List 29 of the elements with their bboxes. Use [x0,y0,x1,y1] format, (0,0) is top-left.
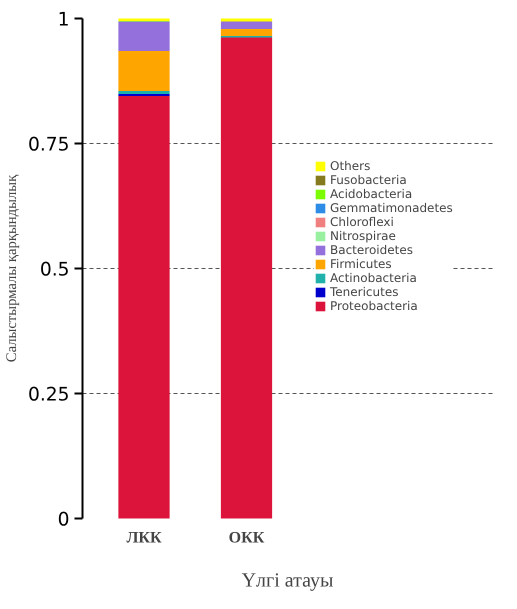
legend-label: Nitrospirae [330,229,396,243]
bar [118,91,170,94]
bar [220,22,272,29]
bar [118,96,170,518]
legend-label: Tenericutes [330,285,398,299]
bar [118,22,170,51]
legend-label: Proteobacteria [330,299,418,313]
bar [220,38,272,518]
legend-label: Acidobacteria [330,187,412,201]
x-tick-label: ЛКК [126,530,162,546]
y-axis-title: Салыстырмалы қарқындылық [4,174,20,362]
legend-label: Gemmatimonadetes [330,201,453,215]
x-axis-title: Үлгі атауы [242,570,334,592]
y-tick-label: 0.5 [40,260,70,280]
x-tick-label: ОКК [228,530,265,546]
y-tick-label: 1 [58,10,70,30]
legend-label: Others [330,159,370,173]
y-tick-label: 0 [58,510,70,530]
legend-label: Firmicutes [330,257,392,271]
y-tick-label: 0.75 [28,134,70,156]
legend-label: Actinobacteria [330,271,417,285]
bar [118,51,170,91]
legend-label: Chloroflexi [330,215,394,229]
legend-label: Fusobacteria [330,173,407,187]
bar [220,18,272,22]
y-tick-label: 0.25 [28,384,70,406]
legend-label: Bacteroidetes [330,243,413,257]
bar [220,29,272,36]
bar [118,18,170,22]
